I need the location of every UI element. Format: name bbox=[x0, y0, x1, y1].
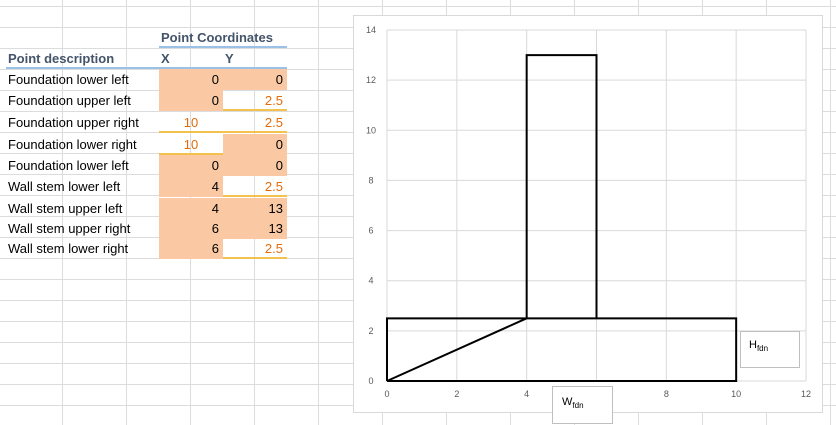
row-5-description[interactable]: Foundation lower left bbox=[8, 158, 129, 173]
row-6-y[interactable]: 2.5 bbox=[223, 176, 287, 197]
series-line-0 bbox=[386, 54, 738, 382]
row-6-x[interactable]: 4 bbox=[159, 176, 223, 197]
row-2-x[interactable]: 0 bbox=[159, 90, 223, 111]
row-5-y[interactable]: 0 bbox=[223, 155, 287, 176]
row-9-description[interactable]: Wall stem lower right bbox=[8, 241, 129, 256]
y-tick-label-2: 4 bbox=[368, 276, 373, 286]
row-1-description[interactable]: Foundation lower left bbox=[8, 72, 129, 87]
row-2-y[interactable]: 2.5 bbox=[223, 90, 287, 111]
y-tick-label-4: 8 bbox=[368, 175, 373, 185]
point-description-header[interactable]: Point description bbox=[6, 48, 159, 69]
row-4-y[interactable]: 0 bbox=[223, 134, 287, 155]
y-column-header[interactable]: Y bbox=[223, 48, 287, 69]
row-7-y[interactable]: 13 bbox=[223, 198, 287, 219]
row-5-x[interactable]: 0 bbox=[159, 155, 223, 176]
h-fdn-main: H bbox=[749, 339, 757, 351]
h-fdn-label[interactable]: Hfdn bbox=[740, 331, 800, 368]
y-tick-label-1: 2 bbox=[368, 326, 373, 336]
row-2-description[interactable]: Foundation upper left bbox=[8, 93, 131, 108]
y-tick-label-0: 0 bbox=[368, 376, 373, 386]
x-column-header[interactable]: X bbox=[159, 48, 223, 69]
row-4-description[interactable]: Foundation lower right bbox=[8, 137, 137, 152]
y-tick-label-3: 6 bbox=[368, 226, 373, 236]
row-8-x[interactable]: 6 bbox=[159, 218, 223, 239]
row-6-description[interactable]: Wall stem lower left bbox=[8, 179, 121, 194]
row-7-description[interactable]: Wall stem upper left bbox=[8, 201, 123, 216]
coordinate-chart[interactable]: 02468101202468101214 Hfdn Wfdn bbox=[353, 15, 823, 424]
w-fdn-label[interactable]: Wfdn bbox=[552, 386, 613, 424]
row-1-y[interactable]: 0 bbox=[223, 69, 287, 90]
row-8-y[interactable]: 13 bbox=[223, 218, 287, 239]
h-fdn-sub: fdn bbox=[756, 344, 769, 354]
row-8-description[interactable]: Wall stem upper right bbox=[8, 221, 131, 236]
w-fdn-main: W bbox=[562, 396, 573, 408]
row-3-x[interactable]: 10 bbox=[159, 112, 223, 133]
row-4-x[interactable]: 10 bbox=[159, 134, 223, 155]
row-9-y[interactable]: 2.5 bbox=[223, 238, 287, 259]
row-3-y[interactable]: 2.5 bbox=[223, 112, 287, 133]
x-tick-label-6: 12 bbox=[801, 389, 811, 399]
point-coordinates-header[interactable]: Point Coordinates bbox=[159, 27, 287, 48]
w-fdn-sub: fdn bbox=[572, 401, 584, 411]
row-9-x[interactable]: 6 bbox=[159, 238, 223, 259]
x-tick-label-2: 4 bbox=[524, 389, 529, 399]
y-tick-label-5: 10 bbox=[366, 125, 376, 135]
x-tick-label-4: 8 bbox=[664, 389, 669, 399]
y-tick-label-7: 14 bbox=[366, 25, 376, 35]
row-3-description[interactable]: Foundation upper right bbox=[8, 115, 139, 130]
y-tick-label-6: 12 bbox=[366, 75, 376, 85]
chart-plot: 02468101202468101214 bbox=[366, 25, 811, 399]
row-1-x[interactable]: 0 bbox=[159, 69, 223, 90]
x-tick-label-0: 0 bbox=[384, 389, 389, 399]
x-tick-label-1: 2 bbox=[454, 389, 459, 399]
row-7-x[interactable]: 4 bbox=[159, 198, 223, 219]
x-tick-label-5: 10 bbox=[731, 389, 741, 399]
